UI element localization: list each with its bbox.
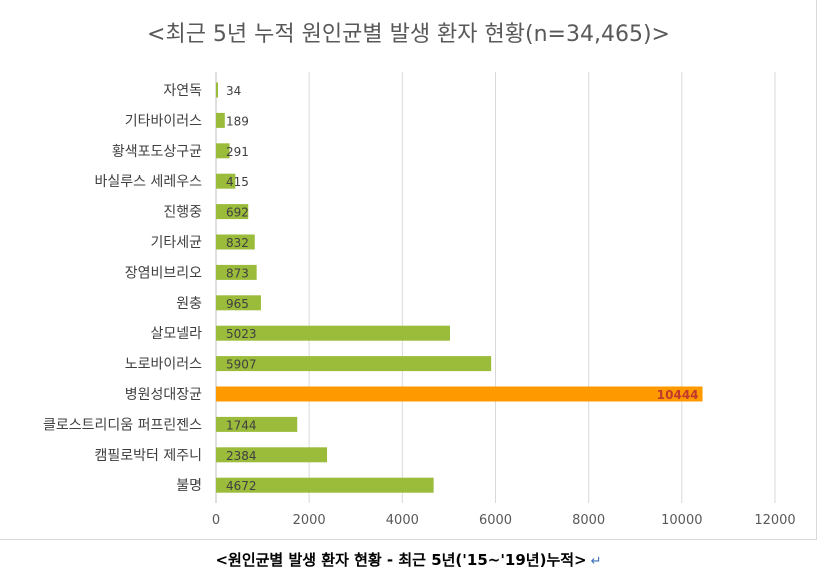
category-label: 불명 [176, 478, 202, 494]
category-label: 기타바이러스 [125, 113, 202, 129]
bar-chart: 0 2000 4000 6000 8000 10000 12000 자연독 34 기타바이러스 18… [43, 72, 796, 528]
category-label: 바실루스 세레우스 [95, 174, 203, 190]
x-tick-label: 12000 [754, 513, 795, 528]
data-label: 5907 [226, 358, 257, 372]
bar [216, 173, 236, 189]
data-label: 5023 [226, 327, 257, 341]
data-label: 189 [226, 114, 249, 128]
category-label: 원충 [176, 296, 202, 312]
x-tick-label: 4000 [386, 513, 419, 528]
bar [216, 386, 703, 402]
category-label: 살모넬라 [150, 326, 202, 342]
x-tick-label: 10000 [661, 513, 702, 528]
data-label: 34 [226, 84, 241, 98]
x-tick-label: 0 [212, 513, 220, 528]
data-label: 415 [226, 175, 249, 189]
bar [216, 356, 492, 372]
category-label: 병원성대장균 [125, 387, 202, 403]
bar [216, 447, 328, 463]
category-label: 자연독 [163, 83, 202, 99]
bar [216, 264, 257, 280]
x-tick-label: 8000 [572, 513, 605, 528]
caption-text: <원인균별 발생 환자 현황 - 최근 5년('15~'19년)누적> [215, 551, 587, 569]
data-label: 4672 [226, 479, 257, 493]
chart-title: <최근 5년 누적 원인균별 발생 환자 현황(n=34,465)> [147, 22, 670, 47]
data-label: 965 [226, 297, 249, 311]
return-mark-icon: ↵ [590, 554, 602, 569]
bar [216, 82, 218, 98]
data-label: 2384 [226, 449, 257, 463]
bar [216, 325, 450, 341]
bar [216, 295, 261, 311]
bar [216, 112, 225, 128]
figure-caption: <원인균별 발생 환자 현황 - 최근 5년('15~'19년)누적> ↵ [0, 549, 817, 570]
bar [216, 143, 230, 159]
data-label: 873 [226, 266, 249, 280]
data-label: 692 [226, 206, 249, 220]
bar [216, 234, 255, 250]
bar [216, 204, 249, 220]
bar [216, 416, 298, 432]
category-label: 황색포도상구균 [112, 144, 202, 160]
data-label: 832 [226, 236, 249, 250]
category-label: 클로스트리디움 퍼프린젠스 [43, 417, 202, 433]
category-label: 기타세균 [150, 235, 202, 251]
bar [216, 477, 434, 493]
x-tick-label: 2000 [293, 513, 326, 528]
x-tick-label: 6000 [479, 513, 512, 528]
data-label: 10444 [657, 388, 699, 402]
category-label: 장염비브리오 [125, 265, 202, 281]
category-label: 캠필로박터 제주니 [95, 448, 203, 464]
category-label: 노로바이러스 [125, 357, 202, 373]
data-label: 1744 [226, 418, 257, 432]
category-label: 진행중 [163, 205, 202, 221]
data-label: 291 [226, 145, 249, 159]
